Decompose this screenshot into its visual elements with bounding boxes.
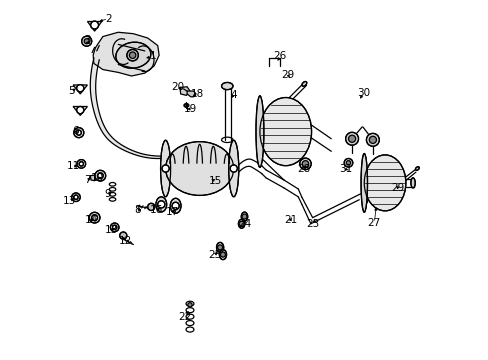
Circle shape: [79, 162, 83, 166]
Polygon shape: [180, 87, 190, 95]
Ellipse shape: [255, 96, 264, 167]
Text: 23: 23: [306, 219, 319, 229]
Text: 17: 17: [165, 207, 178, 217]
Circle shape: [77, 85, 83, 92]
Circle shape: [345, 132, 358, 145]
Circle shape: [239, 221, 244, 226]
Circle shape: [84, 39, 89, 44]
Text: 22: 22: [178, 312, 192, 322]
Circle shape: [184, 104, 188, 107]
Circle shape: [72, 193, 80, 202]
Circle shape: [89, 212, 100, 223]
Circle shape: [90, 21, 99, 29]
Circle shape: [110, 223, 119, 231]
Circle shape: [230, 165, 237, 172]
Text: 4: 4: [230, 90, 237, 100]
Circle shape: [368, 136, 376, 143]
Text: 7: 7: [84, 175, 91, 185]
Circle shape: [217, 245, 222, 250]
Circle shape: [344, 158, 352, 167]
Text: 24: 24: [238, 219, 251, 229]
Ellipse shape: [116, 42, 150, 68]
Text: 29: 29: [281, 70, 294, 80]
Text: 16: 16: [150, 206, 163, 216]
Ellipse shape: [415, 167, 418, 170]
Circle shape: [76, 130, 81, 135]
Text: 25: 25: [208, 249, 221, 260]
Circle shape: [302, 161, 308, 167]
Ellipse shape: [170, 198, 181, 213]
Text: 1: 1: [149, 51, 156, 61]
Circle shape: [74, 128, 83, 138]
Polygon shape: [90, 58, 173, 158]
Polygon shape: [90, 175, 97, 181]
Text: 5: 5: [68, 86, 75, 96]
Text: 13: 13: [104, 225, 118, 235]
Circle shape: [172, 202, 179, 210]
Text: 8: 8: [134, 206, 141, 216]
Circle shape: [129, 52, 136, 58]
Circle shape: [187, 303, 192, 307]
Ellipse shape: [216, 242, 223, 252]
Ellipse shape: [360, 153, 367, 212]
Ellipse shape: [156, 197, 166, 212]
Ellipse shape: [165, 141, 233, 195]
Text: 2: 2: [105, 14, 111, 24]
Circle shape: [299, 158, 310, 170]
Circle shape: [242, 214, 246, 219]
Circle shape: [366, 134, 379, 146]
Text: 9: 9: [104, 189, 111, 199]
Polygon shape: [73, 107, 87, 116]
Circle shape: [97, 173, 103, 179]
Ellipse shape: [410, 178, 414, 188]
Text: 26: 26: [273, 51, 286, 61]
Text: 10: 10: [91, 173, 104, 183]
Ellipse shape: [160, 140, 170, 197]
Circle shape: [220, 252, 225, 257]
Ellipse shape: [241, 212, 247, 221]
Text: 13: 13: [63, 196, 76, 206]
Ellipse shape: [260, 98, 311, 166]
Text: 3: 3: [84, 35, 91, 45]
Circle shape: [162, 165, 169, 172]
Ellipse shape: [238, 219, 244, 228]
Circle shape: [112, 225, 117, 229]
Text: 14: 14: [84, 215, 98, 225]
Text: 12: 12: [119, 236, 132, 246]
Circle shape: [126, 49, 138, 61]
Ellipse shape: [364, 155, 405, 211]
Text: 30: 30: [356, 88, 369, 98]
Ellipse shape: [221, 82, 233, 90]
Ellipse shape: [219, 249, 226, 260]
Circle shape: [346, 161, 350, 165]
Text: 20: 20: [171, 82, 184, 92]
Text: 15: 15: [208, 176, 221, 186]
Text: 6: 6: [72, 126, 79, 135]
Polygon shape: [87, 22, 102, 31]
Circle shape: [81, 36, 92, 46]
Circle shape: [92, 215, 97, 221]
Text: 18: 18: [190, 89, 203, 99]
Text: 11: 11: [66, 161, 80, 171]
Text: 31: 31: [338, 164, 351, 174]
Text: 27: 27: [367, 218, 380, 228]
Circle shape: [158, 201, 164, 208]
Circle shape: [74, 195, 78, 199]
Circle shape: [95, 170, 105, 181]
Circle shape: [77, 159, 85, 168]
Text: 28: 28: [296, 163, 310, 174]
Circle shape: [147, 203, 155, 211]
Polygon shape: [187, 91, 196, 97]
Polygon shape: [73, 85, 87, 94]
Circle shape: [120, 232, 126, 239]
Circle shape: [348, 135, 355, 142]
Text: 21: 21: [283, 215, 296, 225]
Text: 29: 29: [390, 183, 404, 193]
Polygon shape: [93, 32, 159, 76]
Circle shape: [77, 107, 83, 114]
Ellipse shape: [228, 140, 238, 197]
Ellipse shape: [302, 81, 306, 86]
Text: 19: 19: [183, 104, 196, 114]
